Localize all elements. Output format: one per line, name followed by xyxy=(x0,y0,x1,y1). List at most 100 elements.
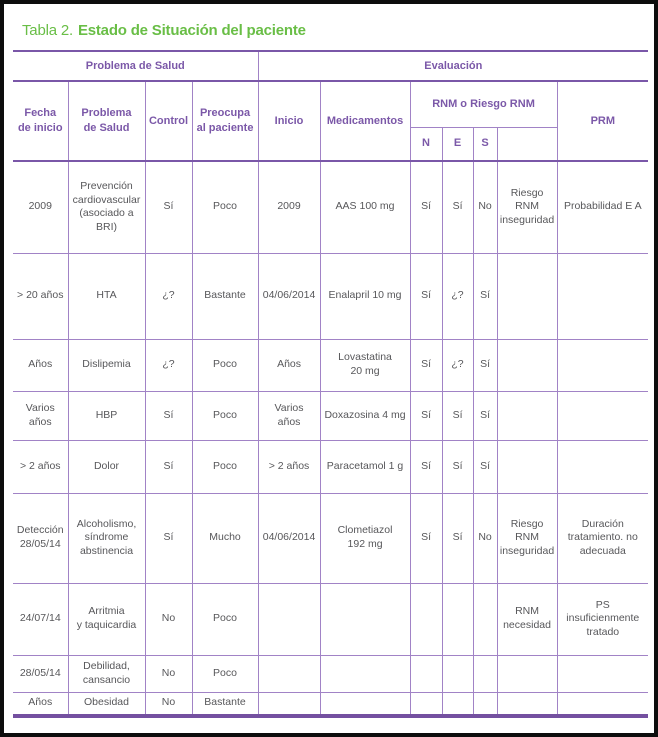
col-header-rnm-e: E xyxy=(441,126,474,162)
table-row: 28/05/14 Debilidad, cansancio No Poco xyxy=(13,654,649,693)
table-cell: ¿? xyxy=(144,338,193,392)
table-cell: Sí xyxy=(441,439,474,494)
table-cell: Dolor xyxy=(67,439,146,494)
table-cell: Mucho xyxy=(191,492,259,584)
table-cell: 2009 xyxy=(13,160,69,254)
table-cell: No xyxy=(472,160,498,254)
table-cell: Probabilidad E A xyxy=(556,160,649,254)
patient-status-table: Problema de Salud Evaluación Fecha de in… xyxy=(13,50,649,718)
table-cell: Sí xyxy=(409,390,443,441)
table-cell xyxy=(319,654,411,693)
page-content: Tabla 2. Estado de Situación del pacient… xyxy=(4,4,654,718)
rnm-subheader-row: N E S xyxy=(13,126,648,162)
table-cell: Poco xyxy=(191,654,259,693)
table-cell xyxy=(257,654,321,693)
table-cell: Sí xyxy=(409,492,443,584)
table-cell xyxy=(441,691,474,716)
table-cell xyxy=(409,582,443,656)
table-row: > 2 años Dolor Sí Poco > 2 años Paracetamol 1… xyxy=(13,439,649,494)
table-cell: > 20 años xyxy=(13,252,69,340)
table-cell xyxy=(556,390,649,441)
table-cell: Detección 28/05/14 xyxy=(13,492,69,584)
table-cell xyxy=(496,654,558,693)
table-row: > 20 años HTA ¿? Bastante 04/06/2014 Enalapri… xyxy=(13,252,649,340)
table-cell xyxy=(319,691,411,716)
col-header-rnm-blank xyxy=(496,126,558,162)
table-cell xyxy=(556,252,649,340)
table-cell: Debilidad, cansancio xyxy=(67,654,146,693)
table-cell xyxy=(556,338,649,392)
table-cell: Sí xyxy=(409,160,443,254)
table-cell: Poco xyxy=(191,439,259,494)
table-cell: PS insuficienmente tratado xyxy=(556,582,649,656)
group-header-evaluacion: Evaluación xyxy=(257,51,649,82)
table-row: 24/07/14 Arritmia y taquicardia No Poco RNM … xyxy=(13,582,649,656)
table-cell: Sí xyxy=(472,390,498,441)
table-cell: Sí xyxy=(441,160,474,254)
table-title-text: Estado de Situación del paciente xyxy=(77,21,306,39)
table-cell xyxy=(496,338,558,392)
table-cell xyxy=(496,439,558,494)
table-cell xyxy=(257,691,321,716)
table-cell: HBP xyxy=(67,390,146,441)
table-cell xyxy=(441,582,474,656)
table-cell: Bastante xyxy=(191,691,259,716)
table-cell: Sí xyxy=(441,390,474,441)
table-cell: Sí xyxy=(144,492,193,584)
table-title: Tabla 2. Estado de Situación del pacient… xyxy=(13,4,648,50)
table-row: Varios años HBP Sí Poco Varios años Doxazosin… xyxy=(13,390,649,441)
col-header-rnm-group: RNM o Riesgo RNM xyxy=(409,80,558,128)
col-header-control: Control xyxy=(144,80,193,162)
table-cell: Sí xyxy=(472,252,498,340)
table-cell: Años xyxy=(13,691,69,716)
col-header-problema-de-salud: Problema de Salud xyxy=(67,80,146,162)
table-cell: Sí xyxy=(441,492,474,584)
table-cell xyxy=(556,691,649,716)
table-cell: RNM necesidad xyxy=(496,582,558,656)
table-cell: > 2 años xyxy=(13,439,69,494)
table-cell: 24/07/14 xyxy=(13,582,69,656)
table-cell: Varios años xyxy=(257,390,321,441)
table-cell: > 2 años xyxy=(257,439,321,494)
col-header-inicio: Inicio xyxy=(257,80,321,162)
group-header-problema-de-salud: Problema de Salud xyxy=(13,51,259,82)
table-cell xyxy=(496,390,558,441)
table-cell: Lovastatina 20 mg xyxy=(319,338,411,392)
table-cell: No xyxy=(144,654,193,693)
table-cell xyxy=(496,691,558,716)
table-cell: Sí xyxy=(472,338,498,392)
table-cell xyxy=(409,691,443,716)
table-cell: No xyxy=(144,691,193,716)
table-cell: No xyxy=(472,492,498,584)
table-cell: Sí xyxy=(409,439,443,494)
table-cell xyxy=(496,252,558,340)
col-header-preocupa-al-paciente: Preocupa al paciente xyxy=(191,80,259,162)
table-cell: 04/06/2014 xyxy=(257,252,321,340)
table-cell: Poco xyxy=(191,390,259,441)
table-cell xyxy=(409,654,443,693)
table-cell: Clometiazol 192 mg xyxy=(319,492,411,584)
table-cell: Sí xyxy=(409,338,443,392)
table-cell xyxy=(472,582,498,656)
table-cell: Enalapril 10 mg xyxy=(319,252,411,340)
table-cell: Poco xyxy=(191,338,259,392)
col-header-rnm-s: S xyxy=(472,126,498,162)
table-cell: Poco xyxy=(191,582,259,656)
table-cell xyxy=(556,654,649,693)
table-cell xyxy=(319,582,411,656)
table-cell: Alcoholismo, síndrome abstinencia xyxy=(67,492,146,584)
table-cell xyxy=(556,439,649,494)
table-cell: Sí xyxy=(144,390,193,441)
table-cell: Paracetamol 1 g xyxy=(319,439,411,494)
table-cell: Sí xyxy=(144,439,193,494)
table-cell: Varios años xyxy=(13,390,69,441)
table-cell xyxy=(441,654,474,693)
table-cell: Años xyxy=(13,338,69,392)
table-cell: Duración tratamiento. no adecuada xyxy=(556,492,649,584)
table-row: 2009 Prevención cardiovascular (asociado … xyxy=(13,160,649,254)
table-cell: Dislipemia xyxy=(67,338,146,392)
table-cell: Sí xyxy=(409,252,443,340)
table-cell: Sí xyxy=(144,160,193,254)
table-row: Años Obesidad No Bastante xyxy=(13,691,649,716)
